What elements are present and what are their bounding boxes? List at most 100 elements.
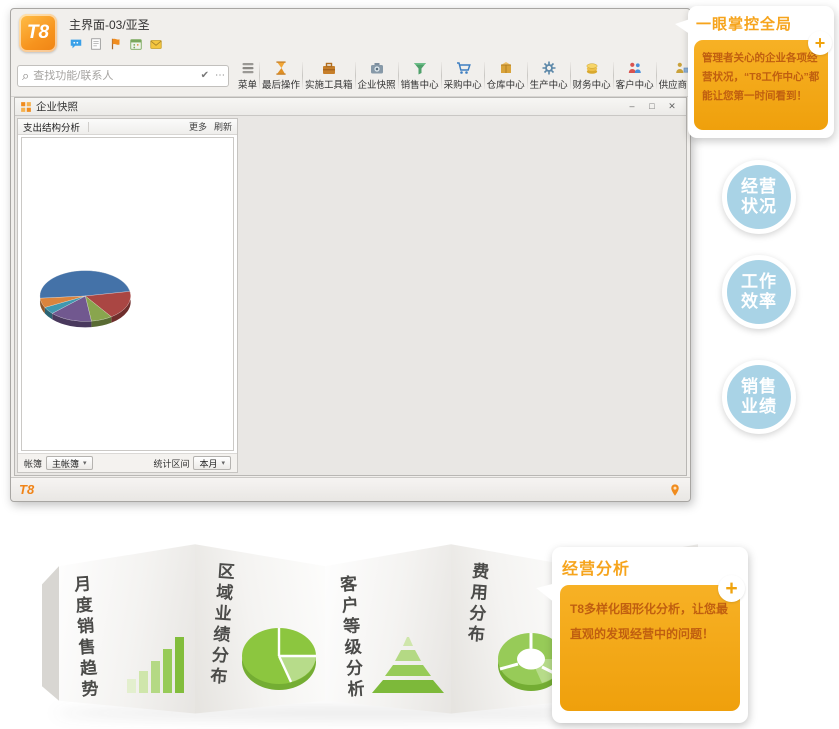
circle-line2: 效率: [741, 292, 777, 311]
search-box: ⌕ ✔ ⋯: [17, 64, 229, 87]
callout-overview-body: + 管理者关心的企业各项经营状况，“T8工作中心”都能让您第一时间看到！: [694, 31, 832, 130]
restore-icon[interactable]: □: [649, 101, 655, 111]
more-link[interactable]: 更多: [188, 122, 207, 132]
more-dots-icon[interactable]: ⋯: [215, 70, 225, 81]
toolbar-separator: [612, 62, 614, 89]
snapshot-panel-icon: [20, 101, 32, 113]
circle-line1: 销售: [741, 376, 777, 396]
filter: 统计区间 本月 ▾: [153, 456, 231, 470]
toolbar-label: 菜单: [238, 80, 258, 91]
toolbar-separator: [259, 62, 261, 89]
check-icon[interactable]: ✔: [200, 70, 209, 81]
mail-icon[interactable]: [149, 37, 163, 51]
callout-analysis-text: T8多样化图形化分析，让您最直观的发现经营中的问题！: [570, 602, 729, 641]
close-icon[interactable]: ✕: [668, 101, 676, 111]
finance-icon: [584, 60, 600, 76]
refresh-link[interactable]: 刷新: [213, 122, 232, 132]
chat-icon[interactable]: [69, 37, 83, 51]
toolbar-separator: [440, 62, 442, 89]
statusbar-logo: T8: [19, 482, 35, 497]
fold-bars-icon: [126, 635, 190, 695]
titlebar: T8 主界面-03/亚圣: [11, 9, 690, 55]
toolbar-separator: [302, 62, 304, 89]
toolbar-toolbox[interactable]: 实施工具箱: [304, 58, 354, 93]
assistant-icon[interactable]: [668, 483, 682, 497]
flag-icon[interactable]: [109, 37, 123, 51]
toolbar-cart[interactable]: 采购中心: [443, 58, 483, 93]
callout-tail-icon: [534, 579, 556, 601]
search-icon: ⌕: [22, 67, 30, 83]
snapshot-panel: 企业快照 – □ ✕ 支出结构分析 更多 刷新帐簿 主帐簿 ▾ 统计区间 本月 ▾: [14, 97, 687, 476]
plus-icon[interactable]: +: [808, 31, 832, 55]
chart-area: [21, 137, 234, 451]
toolbar-sales[interactable]: 销售中心: [400, 58, 440, 93]
panel-title: 企业快照: [36, 101, 78, 113]
toolbar-supplier[interactable]: 供应商中心: [658, 58, 708, 93]
toolbar-camera[interactable]: 企业快照: [357, 58, 397, 93]
filter-value: 主帐簿: [52, 458, 80, 469]
sales-icon: [412, 60, 428, 76]
toolbar-menu[interactable]: 菜单: [237, 58, 258, 93]
fold-edge: [42, 566, 59, 701]
chart-title: 支出结构分析: [23, 122, 81, 134]
supplier-icon: [674, 60, 690, 76]
toolbar-finance[interactable]: 财务中心: [572, 58, 612, 93]
circle-line2: 状况: [741, 197, 777, 216]
toolbar-separator: [655, 62, 657, 89]
note-icon[interactable]: [89, 37, 103, 51]
toolbar-label: 企业快照: [357, 80, 396, 91]
minimize-icon[interactable]: –: [629, 101, 635, 111]
toolbar-row: ⌕ ✔ ⋯ 菜单最后操作实施工具箱企业快照销售中心采购中心仓库中心生产中心财务中…: [11, 55, 706, 97]
toolbar-label: 最后操作: [262, 80, 301, 91]
toolbar-warehouse[interactable]: 仓库中心: [486, 58, 526, 93]
callout-overview: 一眼掌控全局 + 管理者关心的企业各项经营状况，“T8工作中心”都能让您第一时间…: [674, 6, 834, 138]
filter-dropdown[interactable]: 主帐簿 ▾: [46, 456, 93, 470]
fold-panel-2: 区域业绩分布: [195, 544, 325, 714]
toolbar-label: 生产中心: [529, 80, 568, 91]
cart-icon: [455, 60, 471, 76]
fold-donut-icon: [492, 625, 570, 695]
toolbar-label: 实施工具箱: [305, 80, 353, 91]
callout-overview-title: 一眼掌控全局: [696, 16, 793, 33]
filter: 帐簿 主帐簿 ▾: [24, 456, 93, 470]
snapshot-panel-header: 企业快照 – □ ✕: [15, 98, 686, 116]
chart-canvas-1: [22, 138, 233, 450]
toolbar-label: 仓库中心: [486, 80, 525, 91]
plus-icon[interactable]: +: [718, 575, 745, 602]
filter-label: 帐簿: [24, 458, 43, 469]
menu-icon: [240, 60, 256, 76]
toolbar-customers[interactable]: 客户中心: [615, 58, 655, 93]
warehouse-icon: [498, 60, 514, 76]
calendar-icon[interactable]: [129, 37, 143, 51]
filter-dropdown[interactable]: 本月 ▾: [193, 456, 231, 470]
toolbar-label: 客户中心: [615, 80, 654, 91]
fold-panel-3: 客户等级分析: [325, 544, 451, 714]
toolbar-gear[interactable]: 生产中心: [529, 58, 569, 93]
callout-analysis-body: + T8多样化图形化分析，让您最直观的发现经营中的问题！: [560, 575, 745, 711]
toolbar-hourglass[interactable]: 最后操作: [261, 58, 301, 93]
toolbar-label: 供应商中心: [658, 80, 707, 91]
fold-panel-label: 月度销售趋势: [70, 574, 99, 702]
callout-analysis: 经营分析 + T8多样化图形化分析，让您最直观的发现经营中的问题！: [534, 547, 748, 723]
toolbar-separator: [569, 62, 571, 89]
toolbar-label: 采购中心: [443, 80, 482, 91]
toolbar-separator: [483, 62, 485, 89]
toolbox-icon: [321, 60, 337, 76]
header-divider: [88, 121, 90, 132]
feature-circle-2: 工作 效率: [722, 255, 796, 329]
main-window: T8 主界面-03/亚圣 ⌕ ✔ ⋯ 菜单最后操作实施工具箱企业快照销售中心采购…: [10, 8, 706, 502]
filter-label: 统计区间: [153, 458, 190, 469]
fold-panel-label: 费用分布: [464, 561, 489, 648]
callout-tail-icon: [674, 17, 690, 33]
t8-logo: T8: [19, 14, 57, 52]
circle-line1: 工作: [741, 271, 777, 291]
fold-panel-1: 月度销售趋势: [59, 544, 195, 714]
fold-panel-label: 区域业绩分布: [206, 561, 235, 689]
circle-line1: 经营: [741, 176, 777, 196]
toolbar-label: 销售中心: [400, 80, 439, 91]
search-input[interactable]: [29, 69, 198, 82]
chart-card-header: 支出结构分析 更多 刷新: [18, 119, 237, 135]
chart-card-footer: 帐簿 主帐簿 ▾ 统计区间 本月 ▾: [18, 453, 237, 472]
window-title: 主界面-03/亚圣: [69, 18, 150, 32]
